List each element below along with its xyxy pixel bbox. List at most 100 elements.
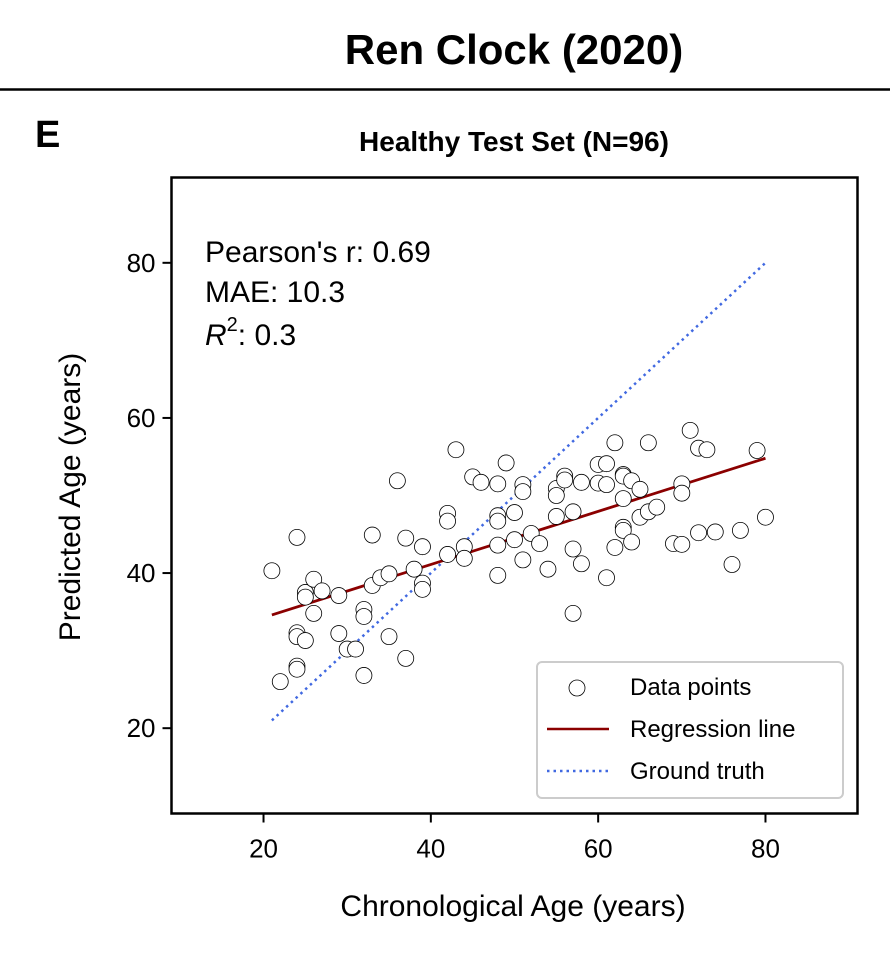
- data-point: [690, 524, 707, 542]
- data-point: [614, 490, 632, 508]
- x-axis-ticks: 20 40 60 80: [249, 813, 780, 864]
- panel-letter: E: [35, 114, 60, 156]
- legend-label-ground-truth: Ground truth: [630, 758, 765, 785]
- x-axis-label: Chronological Age (years): [340, 890, 685, 923]
- data-point: [639, 434, 657, 452]
- data-point: [296, 588, 314, 606]
- data-point: [623, 533, 641, 551]
- data-point: [397, 529, 415, 547]
- data-point: [506, 531, 523, 549]
- y-tick-label: 40: [127, 558, 156, 588]
- data-point: [648, 498, 666, 516]
- data-point: [380, 565, 398, 583]
- plot-frame: [170, 176, 859, 815]
- data-point: [606, 434, 624, 452]
- data-point: [497, 454, 515, 472]
- data-point: [489, 475, 507, 493]
- r2-exponent: 2: [227, 314, 238, 336]
- mae-stat: MAE: 10.3: [205, 276, 345, 309]
- data-point: [681, 421, 699, 439]
- data-point: [564, 503, 582, 521]
- data-point: [573, 473, 590, 491]
- data-point: [598, 569, 615, 587]
- data-point: [757, 508, 774, 526]
- data-point: [288, 660, 306, 678]
- data-point: [506, 504, 523, 521]
- pearson-stat: Pearson's r: 0.69: [205, 236, 431, 269]
- data-point: [447, 441, 465, 459]
- r2-symbol: R: [205, 319, 227, 352]
- data-point: [539, 560, 557, 578]
- data-point: [296, 632, 314, 649]
- data-point: [723, 556, 741, 573]
- data-point: [606, 539, 624, 556]
- y-tick-label: 60: [127, 403, 156, 433]
- data-point: [489, 512, 507, 530]
- y-tick-label: 20: [127, 713, 156, 743]
- data-point: [305, 604, 323, 622]
- data-point: [698, 441, 716, 459]
- y-tick-label: 80: [127, 248, 156, 278]
- data-point: [514, 551, 532, 569]
- data-point: [598, 476, 615, 494]
- x-tick-label: 60: [584, 834, 613, 864]
- data-point: [414, 580, 431, 598]
- data-point: [631, 480, 649, 498]
- legend-marker-points: [568, 679, 586, 697]
- data-point: [271, 673, 289, 691]
- data-point: [731, 522, 749, 539]
- data-point: [706, 523, 724, 541]
- data-point: [598, 455, 615, 473]
- data-point: [531, 535, 548, 552]
- data-point: [673, 484, 691, 502]
- data-point: [288, 528, 306, 546]
- data-point: [514, 483, 532, 501]
- legend-box: [536, 661, 844, 799]
- data-point: [472, 473, 490, 491]
- data-points: [263, 421, 774, 691]
- data-point: [489, 536, 507, 554]
- data-point: [614, 522, 632, 539]
- data-point: [748, 442, 766, 459]
- data-point: [380, 628, 398, 646]
- data-point: [556, 471, 574, 489]
- y-axis-label: Predicted Age (years): [54, 353, 87, 641]
- x-tick-label: 20: [249, 834, 278, 864]
- data-point: [305, 570, 323, 588]
- data-point: [263, 562, 281, 580]
- data-point: [547, 487, 565, 504]
- data-point: [414, 538, 431, 556]
- y-axis-ticks: 20 40 60 80: [127, 248, 172, 743]
- data-point: [330, 587, 348, 604]
- data-point: [439, 546, 456, 563]
- r2-stat: R2: 0.3: [205, 314, 296, 352]
- data-point: [388, 472, 406, 490]
- data-point: [330, 625, 348, 642]
- data-point: [564, 604, 582, 622]
- legend-label-points: Data points: [630, 674, 751, 701]
- figure-title: Ren Clock (2020): [345, 26, 683, 73]
- stats-annotation: Pearson's r: 0.69 MAE: 10.3 R2: 0.3: [205, 236, 431, 352]
- data-point: [455, 549, 473, 567]
- x-tick-label: 40: [416, 834, 445, 864]
- x-tick-label: 80: [751, 834, 780, 864]
- data-point: [397, 649, 415, 667]
- data-point: [355, 608, 373, 625]
- data-point: [573, 555, 590, 573]
- legend-label-regression: Regression line: [630, 716, 795, 743]
- data-point: [313, 582, 331, 600]
- data-point: [347, 640, 364, 658]
- data-point: [564, 540, 582, 558]
- data-point: [439, 512, 456, 530]
- chart-title: Healthy Test Set (N=96): [359, 126, 669, 157]
- r2-value: : 0.3: [238, 319, 296, 352]
- data-point: [489, 566, 507, 584]
- data-point: [363, 526, 381, 544]
- data-point: [547, 508, 565, 525]
- legend: Data points Regression line Ground truth: [536, 661, 844, 799]
- data-point: [673, 535, 691, 553]
- plot-area: 20 40 60 80 20 40 60 80: [127, 176, 859, 864]
- data-point: [355, 667, 373, 684]
- data-point: [405, 560, 423, 578]
